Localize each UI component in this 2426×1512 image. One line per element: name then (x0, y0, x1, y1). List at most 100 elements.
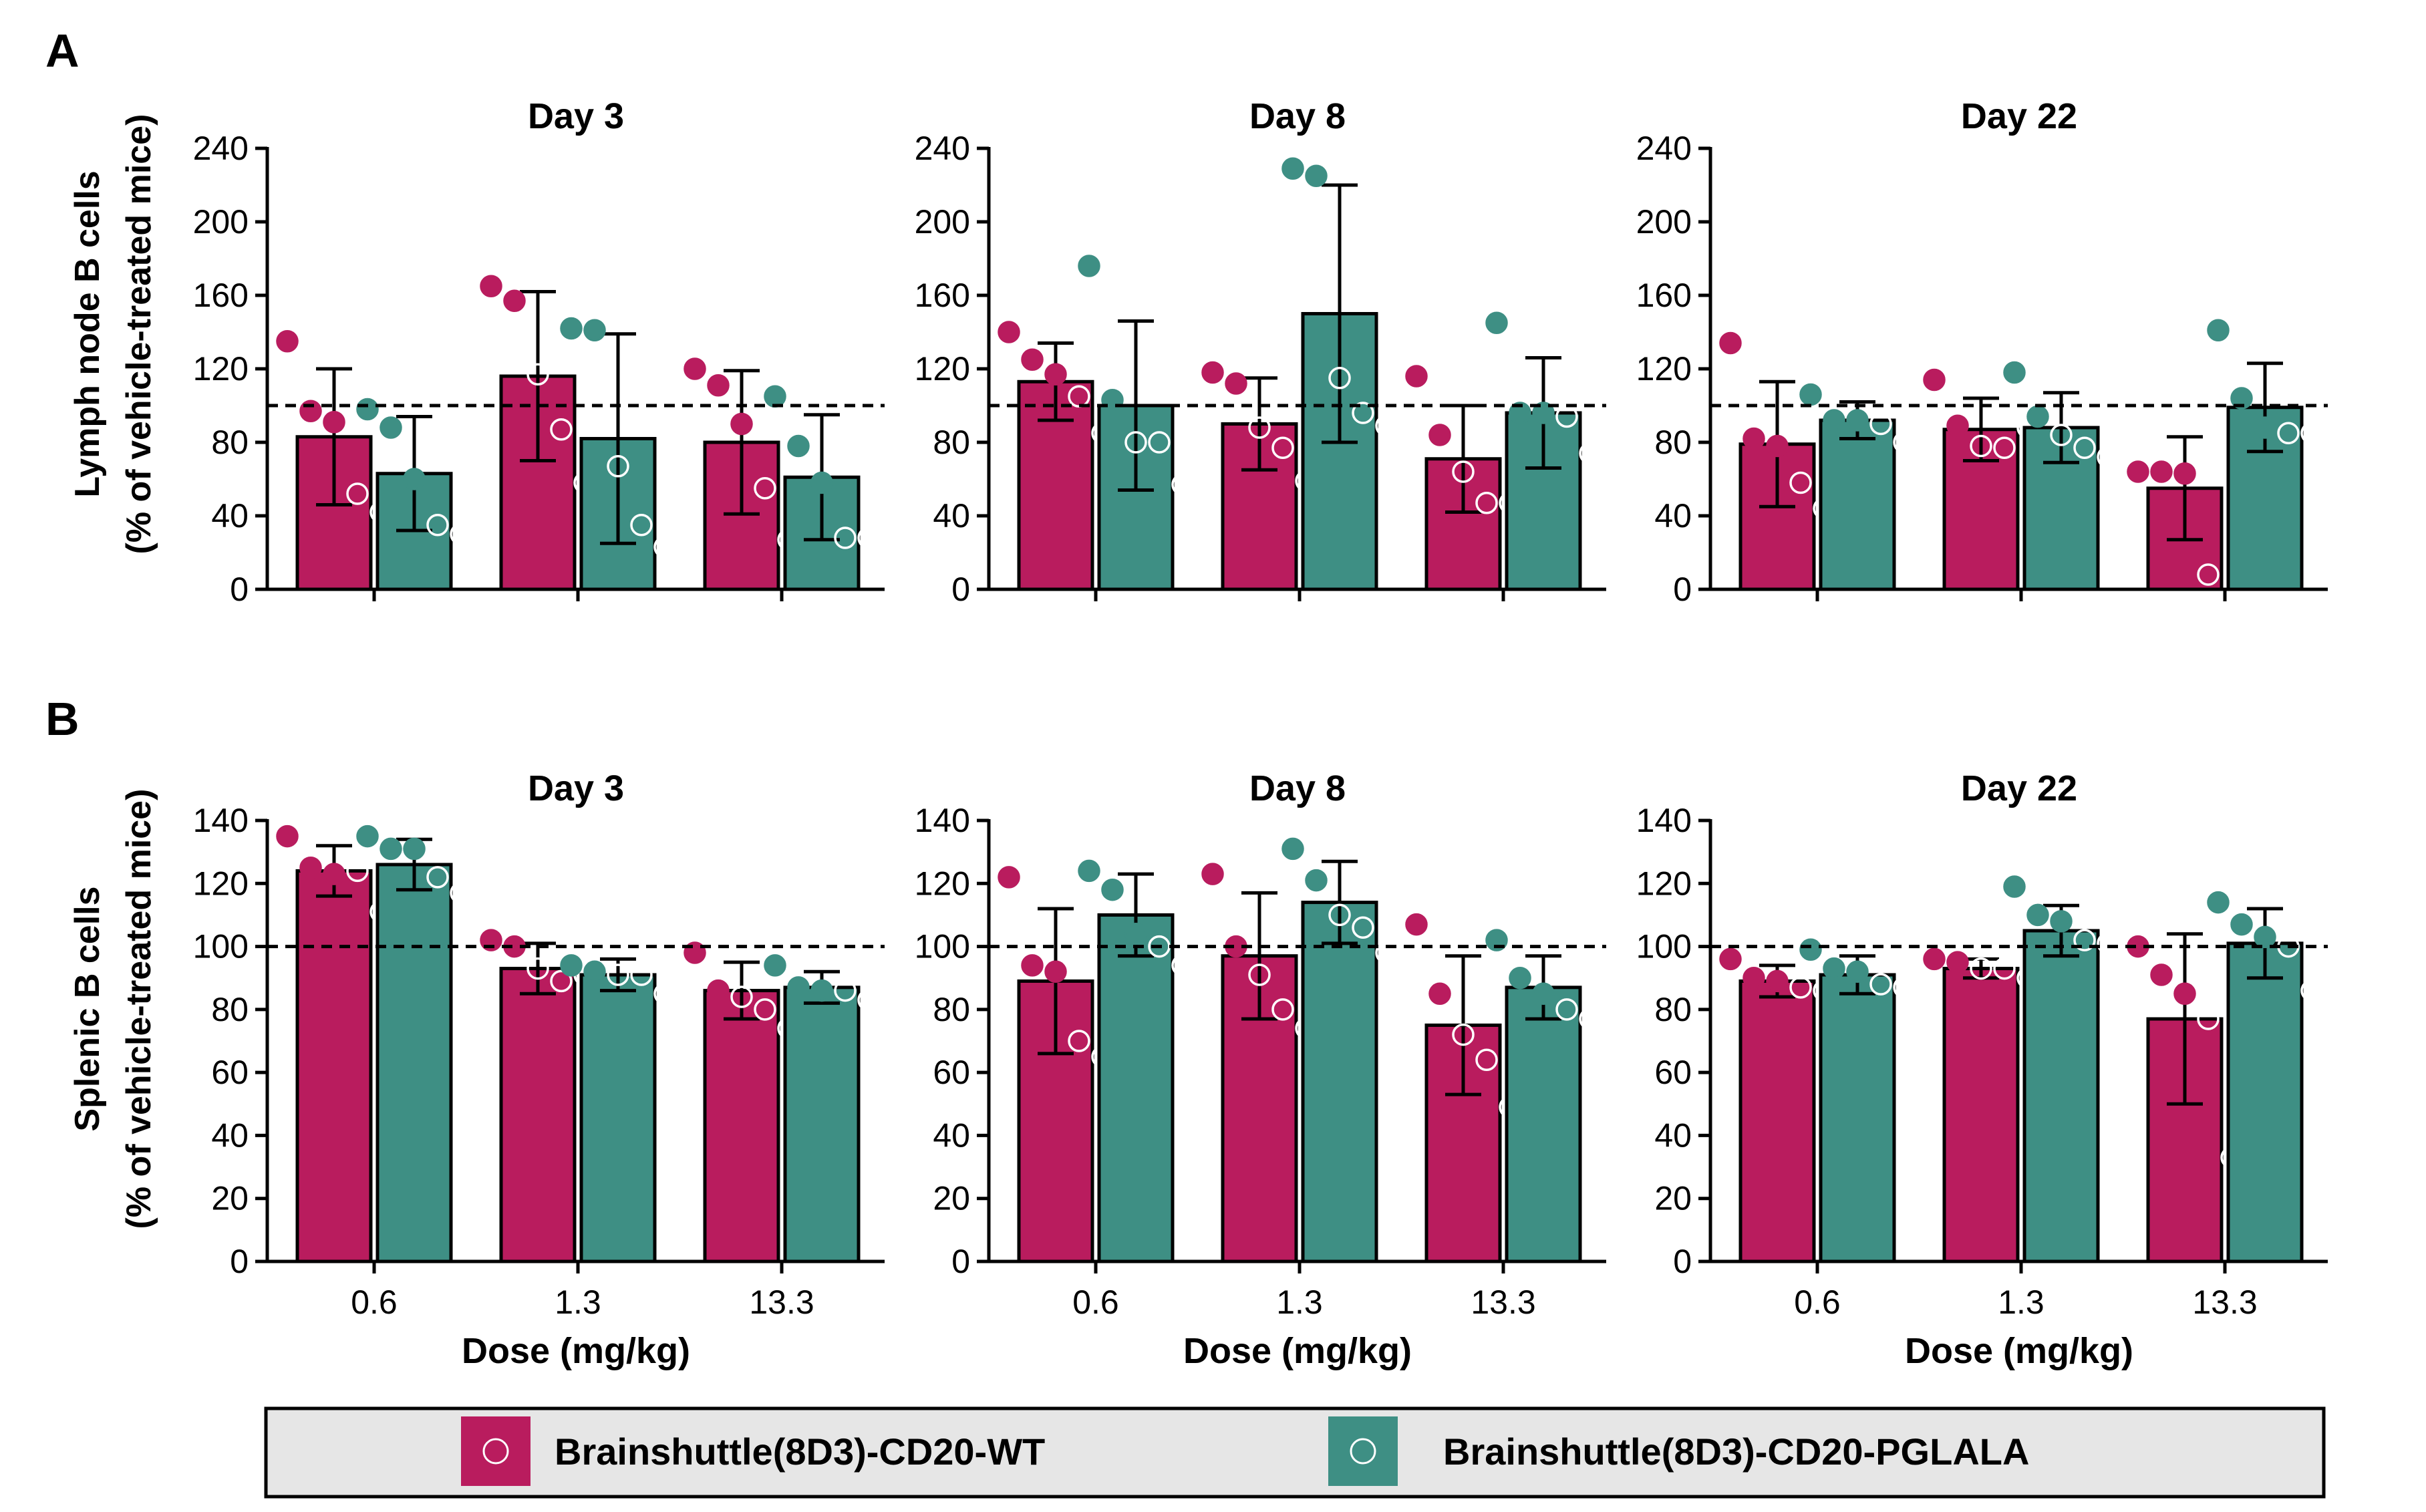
data-point (1405, 913, 1428, 936)
y-tick-label: 140 (915, 802, 970, 839)
data-point (1044, 960, 1067, 984)
data-point (1452, 1023, 1475, 1046)
data-point (1248, 416, 1271, 439)
y-tick-label: 240 (193, 130, 249, 167)
data-point (2073, 929, 2096, 951)
y-axis-label-b-line1: Splenic B cells (68, 886, 107, 1131)
data-point (2127, 460, 2149, 483)
data-point (1078, 859, 1100, 883)
data-point (2073, 436, 2096, 459)
y-tick-label: 200 (1636, 203, 1692, 241)
y-tick-label: 240 (1636, 130, 1692, 167)
data-point (403, 837, 426, 861)
data-point (653, 982, 676, 1006)
data-point (630, 963, 653, 986)
data-point (1148, 431, 1171, 454)
y-tick-label: 0 (951, 571, 970, 608)
data-point (1532, 982, 1555, 1006)
y-tick-label: 100 (915, 928, 970, 965)
x-axis-label-2: Dose (mg/kg) (1183, 1331, 1412, 1371)
data-point (607, 963, 629, 986)
bar (1819, 973, 1896, 1263)
data-point (1485, 311, 1508, 334)
data-point (607, 455, 629, 478)
data-point (1893, 431, 1916, 454)
data-point (346, 859, 369, 883)
x-tick-label: 13.3 (749, 1283, 814, 1321)
data-point (346, 482, 369, 505)
data-point (550, 969, 573, 993)
data-point (1742, 966, 1765, 990)
data-point (1281, 157, 1304, 180)
data-point (764, 385, 786, 408)
data-point (754, 998, 776, 1021)
data-point (1970, 434, 1992, 458)
data-point (583, 960, 606, 984)
data-point (730, 986, 753, 1008)
data-point (1201, 361, 1224, 384)
data-point (426, 866, 449, 889)
data-point (1846, 409, 1869, 432)
data-point (1766, 434, 1789, 458)
legend-marker-wt (482, 1438, 509, 1465)
chart-title: Day 3 (528, 768, 624, 808)
data-point (1305, 164, 1328, 187)
data-point (2003, 875, 2026, 898)
y-tick-label: 240 (915, 130, 970, 167)
data-point (1742, 427, 1765, 450)
y-tick-label: 20 (933, 1180, 970, 1217)
data-point (1475, 492, 1498, 514)
data-point (2097, 446, 2119, 468)
x-tick-label: 13.3 (2192, 1283, 2257, 1321)
data-point (583, 319, 606, 341)
data-point (1428, 982, 1451, 1006)
chart-title: Day 22 (1961, 768, 2077, 808)
data-point (1124, 431, 1147, 454)
data-point (323, 863, 345, 885)
data-point (1101, 878, 1124, 901)
data-point (560, 954, 583, 977)
y-tick-label: 80 (933, 991, 970, 1028)
data-point (764, 954, 786, 977)
x-tick-label: 0.6 (1794, 1283, 1841, 1321)
y-tick-label: 100 (193, 928, 249, 965)
y-tick-label: 40 (933, 497, 970, 535)
data-point (2050, 424, 2073, 446)
y-tick-label: 140 (1636, 802, 1692, 839)
data-point (299, 856, 322, 879)
data-point (1799, 383, 1822, 406)
data-point (1352, 402, 1374, 424)
data-point (1375, 941, 1398, 964)
y-tick-label: 40 (933, 1116, 970, 1154)
data-point (787, 976, 810, 999)
data-point (2300, 422, 2323, 444)
data-point (1509, 402, 1531, 424)
data-point (2254, 416, 2276, 439)
data-point (1328, 367, 1351, 390)
data-point (834, 979, 857, 1002)
data-point (356, 398, 379, 421)
data-point (526, 363, 549, 386)
data-point (2150, 460, 2173, 483)
data-point (1124, 922, 1147, 945)
data-point (1068, 1030, 1090, 1052)
chart-4: Day 3 0 20 40 60 80 100 120 140 0.6 1.3 13.3 (193, 768, 885, 1321)
data-point (1281, 837, 1304, 861)
data-point (857, 526, 880, 549)
data-point (1789, 471, 1812, 494)
data-point (1846, 960, 1869, 984)
data-point (730, 412, 753, 436)
bar (1221, 422, 1298, 591)
data-point (630, 514, 653, 537)
data-point (684, 357, 706, 380)
bar (1097, 913, 1175, 1263)
data-point (1893, 976, 1916, 999)
data-point (998, 321, 1020, 343)
y-tick-label: 60 (933, 1054, 970, 1091)
bar (703, 989, 780, 1263)
data-point (2026, 903, 2049, 927)
data-point (2197, 1008, 2220, 1030)
y-tick-label: 120 (915, 865, 970, 902)
x-axis-label-1: Dose (mg/kg) (462, 1331, 690, 1371)
